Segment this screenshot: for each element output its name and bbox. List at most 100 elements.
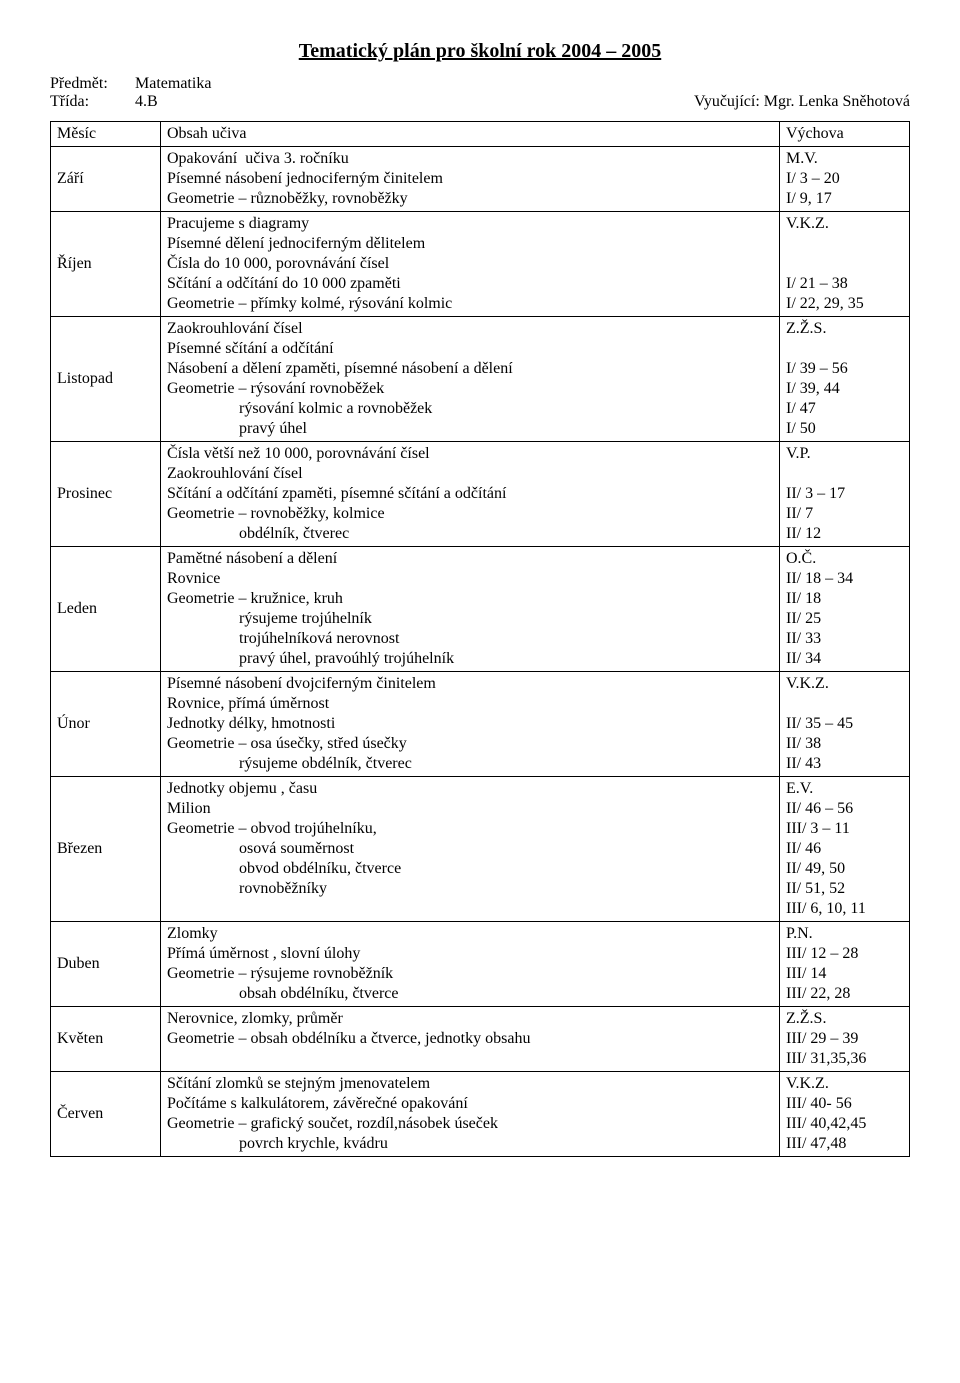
content-line: Geometrie – rýsování rovnoběžek xyxy=(167,379,773,399)
content-line: Geometrie – obvod trojúhelníku, xyxy=(167,819,773,839)
vychova-line: III/ 6, 10, 11 xyxy=(786,899,903,919)
vychova-line: II/ 51, 52 xyxy=(786,879,903,899)
content-cell: ZlomkyPřímá úměrnost , slovní úlohyGeome… xyxy=(161,922,780,1007)
vychova-line: II/ 38 xyxy=(786,734,903,754)
vychova-line xyxy=(786,339,903,359)
vychova-line: III/ 40- 56 xyxy=(786,1094,903,1114)
content-line: Písemné násobení jednociferným činitelem xyxy=(167,169,773,189)
vychova-line: V.P. xyxy=(786,444,903,464)
header-right: Vyučující: Mgr. Lenka Sněhotová xyxy=(694,75,910,111)
table-row: BřezenJednotky objemu , časuMilionGeomet… xyxy=(51,777,910,922)
document-title: Tematický plán pro školní rok 2004 – 200… xyxy=(50,40,910,63)
vychova-line: O.Č. xyxy=(786,549,903,569)
content-line: pravý úhel xyxy=(167,419,773,439)
vychova-cell: M.V.I/ 3 – 20I/ 9, 17 xyxy=(780,147,910,212)
vychova-line xyxy=(786,254,903,274)
vychova-line: I/ 22, 29, 35 xyxy=(786,294,903,314)
col-vychova: Výchova xyxy=(780,122,910,147)
content-cell: Opakování učiva 3. ročníkuPísemné násobe… xyxy=(161,147,780,212)
vychova-line: II/ 12 xyxy=(786,524,903,544)
vychova-line: II/ 18 – 34 xyxy=(786,569,903,589)
vychova-cell: V.K.Z.III/ 40- 56III/ 40,42,45III/ 47,48 xyxy=(780,1072,910,1157)
content-line: povrch krychle, kvádru xyxy=(167,1134,773,1154)
content-line: Zlomky xyxy=(167,924,773,944)
month-cell: Listopad xyxy=(51,317,161,442)
vychova-line: I/ 50 xyxy=(786,419,903,439)
month-cell: Únor xyxy=(51,672,161,777)
content-line: rýsujeme obdélník, čtverec xyxy=(167,754,773,774)
content-line: Geometrie – obsah obdélníku a čtverce, j… xyxy=(167,1029,773,1049)
content-line xyxy=(167,1049,773,1069)
content-line: obvod obdélníku, čtverce xyxy=(167,859,773,879)
vychova-line: Z.Ž.S. xyxy=(786,319,903,339)
content-line: Čísla do 10 000, porovnávání čísel xyxy=(167,254,773,274)
vychova-cell: V.K.Z. II/ 35 – 45II/ 38II/ 43 xyxy=(780,672,910,777)
vychova-line: II/ 18 xyxy=(786,589,903,609)
content-cell: Pamětné násobení a děleníRovniceGeometri… xyxy=(161,547,780,672)
content-line: Písemné násobení dvojciferným činitelem xyxy=(167,674,773,694)
table-header-row: Měsíc Obsah učiva Výchova xyxy=(51,122,910,147)
teacher-label: Vyučující: xyxy=(694,93,760,110)
vychova-line: II/ 33 xyxy=(786,629,903,649)
table-row: KvětenNerovnice, zlomky, průměrGeometrie… xyxy=(51,1007,910,1072)
content-line: Zaokrouhlování čísel xyxy=(167,464,773,484)
header-left: Předmět: Matematika Třída: 4.B xyxy=(50,75,211,111)
table-row: DubenZlomkyPřímá úměrnost , slovní úlohy… xyxy=(51,922,910,1007)
content-line: rýsujeme trojúhelník xyxy=(167,609,773,629)
vychova-line: Z.Ž.S. xyxy=(786,1009,903,1029)
content-line: rovnoběžníky xyxy=(167,879,773,899)
content-line: obdélník, čtverec xyxy=(167,524,773,544)
table-row: ProsinecČísla větší než 10 000, porovnáv… xyxy=(51,442,910,547)
vychova-cell: P.N.III/ 12 – 28III/ 14III/ 22, 28 xyxy=(780,922,910,1007)
table-row: LedenPamětné násobení a děleníRovniceGeo… xyxy=(51,547,910,672)
content-line: Sčítání a odčítání zpaměti, písemné sčít… xyxy=(167,484,773,504)
content-line: Zaokrouhlování čísel xyxy=(167,319,773,339)
month-cell: Říjen xyxy=(51,212,161,317)
content-line: Přímá úměrnost , slovní úlohy xyxy=(167,944,773,964)
vychova-line: II/ 25 xyxy=(786,609,903,629)
content-cell: Sčítání zlomků se stejným jmenovatelemPo… xyxy=(161,1072,780,1157)
vychova-line: II/ 49, 50 xyxy=(786,859,903,879)
content-line: trojúhelníková nerovnost xyxy=(167,629,773,649)
content-line: Milion xyxy=(167,799,773,819)
table-row: ZáříOpakování učiva 3. ročníkuPísemné ná… xyxy=(51,147,910,212)
content-line: Geometrie – rovnoběžky, kolmice xyxy=(167,504,773,524)
vychova-line: III/ 29 – 39 xyxy=(786,1029,903,1049)
content-line xyxy=(167,899,773,919)
vychova-line: I/ 3 – 20 xyxy=(786,169,903,189)
vychova-line: I/ 21 – 38 xyxy=(786,274,903,294)
vychova-cell: V.K.Z. I/ 21 – 38I/ 22, 29, 35 xyxy=(780,212,910,317)
content-line: Geometrie – přímky kolmé, rýsování kolmi… xyxy=(167,294,773,314)
document-header: Předmět: Matematika Třída: 4.B Vyučující… xyxy=(50,75,910,111)
month-cell: Březen xyxy=(51,777,161,922)
table-row: ŘíjenPracujeme s diagramyPísemné dělení … xyxy=(51,212,910,317)
content-line: obsah obdélníku, čtverce xyxy=(167,984,773,1004)
vychova-line: E.V. xyxy=(786,779,903,799)
content-line: Rovnice, přímá úměrnost xyxy=(167,694,773,714)
vychova-line xyxy=(786,694,903,714)
vychova-line: II/ 35 – 45 xyxy=(786,714,903,734)
content-cell: Zaokrouhlování číselPísemné sčítání a od… xyxy=(161,317,780,442)
table-row: Únor Písemné násobení dvojciferným činite… xyxy=(51,672,910,777)
content-line: rýsování kolmic a rovnoběžek xyxy=(167,399,773,419)
col-content: Obsah učiva xyxy=(161,122,780,147)
content-line: Opakování učiva 3. ročníku xyxy=(167,149,773,169)
content-line: Geometrie – kružnice, kruh xyxy=(167,589,773,609)
class-value: 4.B xyxy=(135,93,158,111)
vychova-line: III/ 3 – 11 xyxy=(786,819,903,839)
content-line: Geometrie – rýsujeme rovnoběžník xyxy=(167,964,773,984)
table-row: ČervenSčítání zlomků se stejným jmenovat… xyxy=(51,1072,910,1157)
vychova-line: III/ 47,48 xyxy=(786,1134,903,1154)
content-cell: Pracujeme s diagramyPísemné dělení jedno… xyxy=(161,212,780,317)
content-line: Násobení a dělení zpaměti, písemné násob… xyxy=(167,359,773,379)
month-cell: Červen xyxy=(51,1072,161,1157)
class-label: Třída: xyxy=(50,93,135,111)
vychova-line: V.K.Z. xyxy=(786,1074,903,1094)
content-line: Pamětné násobení a dělení xyxy=(167,549,773,569)
vychova-cell: V.P. II/ 3 – 17II/ 7II/ 12 xyxy=(780,442,910,547)
content-line: Sčítání a odčítání do 10 000 zpaměti xyxy=(167,274,773,294)
vychova-line: II/ 43 xyxy=(786,754,903,774)
content-line: Počítáme s kalkulátorem, závěrečné opako… xyxy=(167,1094,773,1114)
content-line: Písemné sčítání a odčítání xyxy=(167,339,773,359)
vychova-line: III/ 40,42,45 xyxy=(786,1114,903,1134)
